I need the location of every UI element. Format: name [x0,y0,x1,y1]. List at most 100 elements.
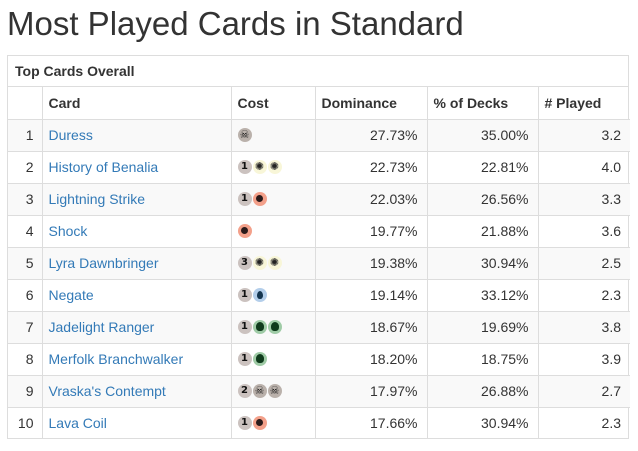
page-title: Most Played Cards in Standard [7,5,464,42]
card-cell: Lyra Dawnbringer [41,246,231,279]
mana-cost: 1 [237,344,309,375]
played-cell: 3.3 [537,182,630,215]
rank-cell: 1 [8,118,42,151]
card-cell: Jadelight Ranger [41,310,231,343]
black-mana-icon: ☠ [267,384,282,398]
played-cell: 3.6 [537,214,630,247]
red-mana-icon [252,192,267,206]
dominance-cell: 22.03% [314,182,427,215]
card-link[interactable]: Merfolk Branchwalker [48,351,184,367]
card-link[interactable]: Shock [48,223,88,239]
table-row: 3 Lightning Strike 1 22.03% 26.56% 3.3 [8,182,630,215]
mana-cost [237,216,309,247]
card-cell: Lightning Strike [41,182,231,215]
white-mana-icon: ✺ [252,160,267,174]
pct-decks-cell: 18.75% [426,342,538,375]
table-row: 7 Jadelight Ranger 1 18.67% 19.69% 3.8 [8,310,630,343]
card-link[interactable]: Lyra Dawnbringer [48,255,159,271]
card-link[interactable]: Jadelight Ranger [48,319,155,335]
rank-cell: 7 [8,310,42,343]
card-link[interactable]: History of Benalia [48,159,159,175]
mana-cost: 1 [237,184,309,215]
mana-cost: 1 [237,408,309,439]
card-cell: Lava Coil [41,406,231,439]
card-link[interactable]: Negate [48,287,94,303]
header-played[interactable]: # Played [537,87,630,119]
white-mana-icon: ✺ [267,160,282,174]
card-link[interactable]: Lightning Strike [48,191,146,207]
table-row: 8 Merfolk Branchwalker 1 18.20% 18.75% 3.9 [8,342,630,375]
generic-mana-3-icon: 3 [237,256,252,270]
pct-decks-cell: 30.94% [426,246,538,279]
cost-cell: 1 [230,406,315,439]
cost-cell: 1 ✺ ✺ [230,150,315,183]
cost-cell: 1 [230,310,315,343]
pct-decks-cell: 21.88% [426,214,538,247]
header-rank [8,87,42,119]
rank-cell: 3 [8,182,42,215]
cost-cell: 1 [230,182,315,215]
dominance-cell: 19.38% [314,246,427,279]
blue-mana-icon [252,288,267,302]
header-pct-decks[interactable]: % of Decks [426,87,538,119]
table-header-row: Card Cost Dominance % of Decks # Played [8,87,630,119]
played-cell: 4.0 [537,150,630,183]
played-cell: 2.3 [537,406,630,439]
pct-decks-cell: 26.56% [426,182,538,215]
card-link[interactable]: Vraska's Contempt [48,383,166,399]
card-cell: Duress [41,118,231,151]
mana-cost: 1 [237,312,309,343]
cost-cell: ☠ [230,118,315,151]
generic-mana-1-icon: 1 [237,320,252,334]
red-mana-icon [237,224,252,238]
mana-cost: ☠ [237,120,309,151]
cost-cell: 3 ✺ ✺ [230,246,315,279]
top-cards-table: Card Cost Dominance % of Decks # Played … [8,87,630,439]
generic-mana-2-icon: 2 [237,384,252,398]
card-cell: Shock [41,214,231,247]
mana-cost: 3 ✺ ✺ [237,248,309,279]
mana-cost: 1 [237,280,309,311]
pct-decks-cell: 30.94% [426,406,538,439]
pct-decks-cell: 19.69% [426,310,538,343]
dominance-cell: 22.73% [314,150,427,183]
dominance-cell: 19.14% [314,278,427,311]
dominance-cell: 17.97% [314,374,427,407]
card-cell: Vraska's Contempt [41,374,231,407]
white-mana-icon: ✺ [252,256,267,270]
rank-cell: 8 [8,342,42,375]
card-link[interactable]: Lava Coil [48,415,107,432]
panel-heading: Top Cards Overall [8,56,628,87]
white-mana-icon: ✺ [267,256,282,270]
cost-cell [230,214,315,247]
dominance-cell: 17.66% [314,406,427,439]
green-mana-icon [252,320,267,334]
card-cell: Negate [41,278,231,311]
dominance-cell: 18.20% [314,342,427,375]
played-cell: 3.9 [537,342,630,375]
cost-cell: 1 [230,278,315,311]
black-mana-icon: ☠ [252,384,267,398]
card-link[interactable]: Duress [48,127,93,143]
dominance-cell: 27.73% [314,118,427,151]
pct-decks-cell: 26.88% [426,374,538,407]
rank-cell: 10 [8,406,42,439]
header-card[interactable]: Card [41,87,231,119]
generic-mana-1-icon: 1 [237,160,252,174]
played-cell: 2.5 [537,246,630,279]
header-dominance[interactable]: Dominance [314,87,427,119]
card-cell: History of Benalia [41,150,231,183]
mana-cost: 1 ✺ ✺ [237,152,309,183]
table-row: 10 Lava Coil 1 17.66% 30.94% 2.3 [8,406,630,439]
generic-mana-1-icon: 1 [237,416,252,431]
rank-cell: 9 [8,374,42,407]
pct-decks-cell: 33.12% [426,278,538,311]
generic-mana-1-icon: 1 [237,352,252,366]
table-row: 9 Vraska's Contempt 2 ☠ ☠ 17.97% 26.88% 2.7 [8,374,630,407]
table-row: 1 Duress ☠ 27.73% 35.00% 3.2 [8,118,630,151]
header-cost[interactable]: Cost [230,87,315,119]
table-row: 2 History of Benalia 1 ✺ ✺ 22.73% 22.81% 4.0 [8,150,630,183]
played-cell: 3.2 [537,118,630,151]
table-row: 4 Shock 19.77% 21.88% 3.6 [8,214,630,247]
table-row: 6 Negate 1 19.14% 33.12% 2.3 [8,278,630,311]
